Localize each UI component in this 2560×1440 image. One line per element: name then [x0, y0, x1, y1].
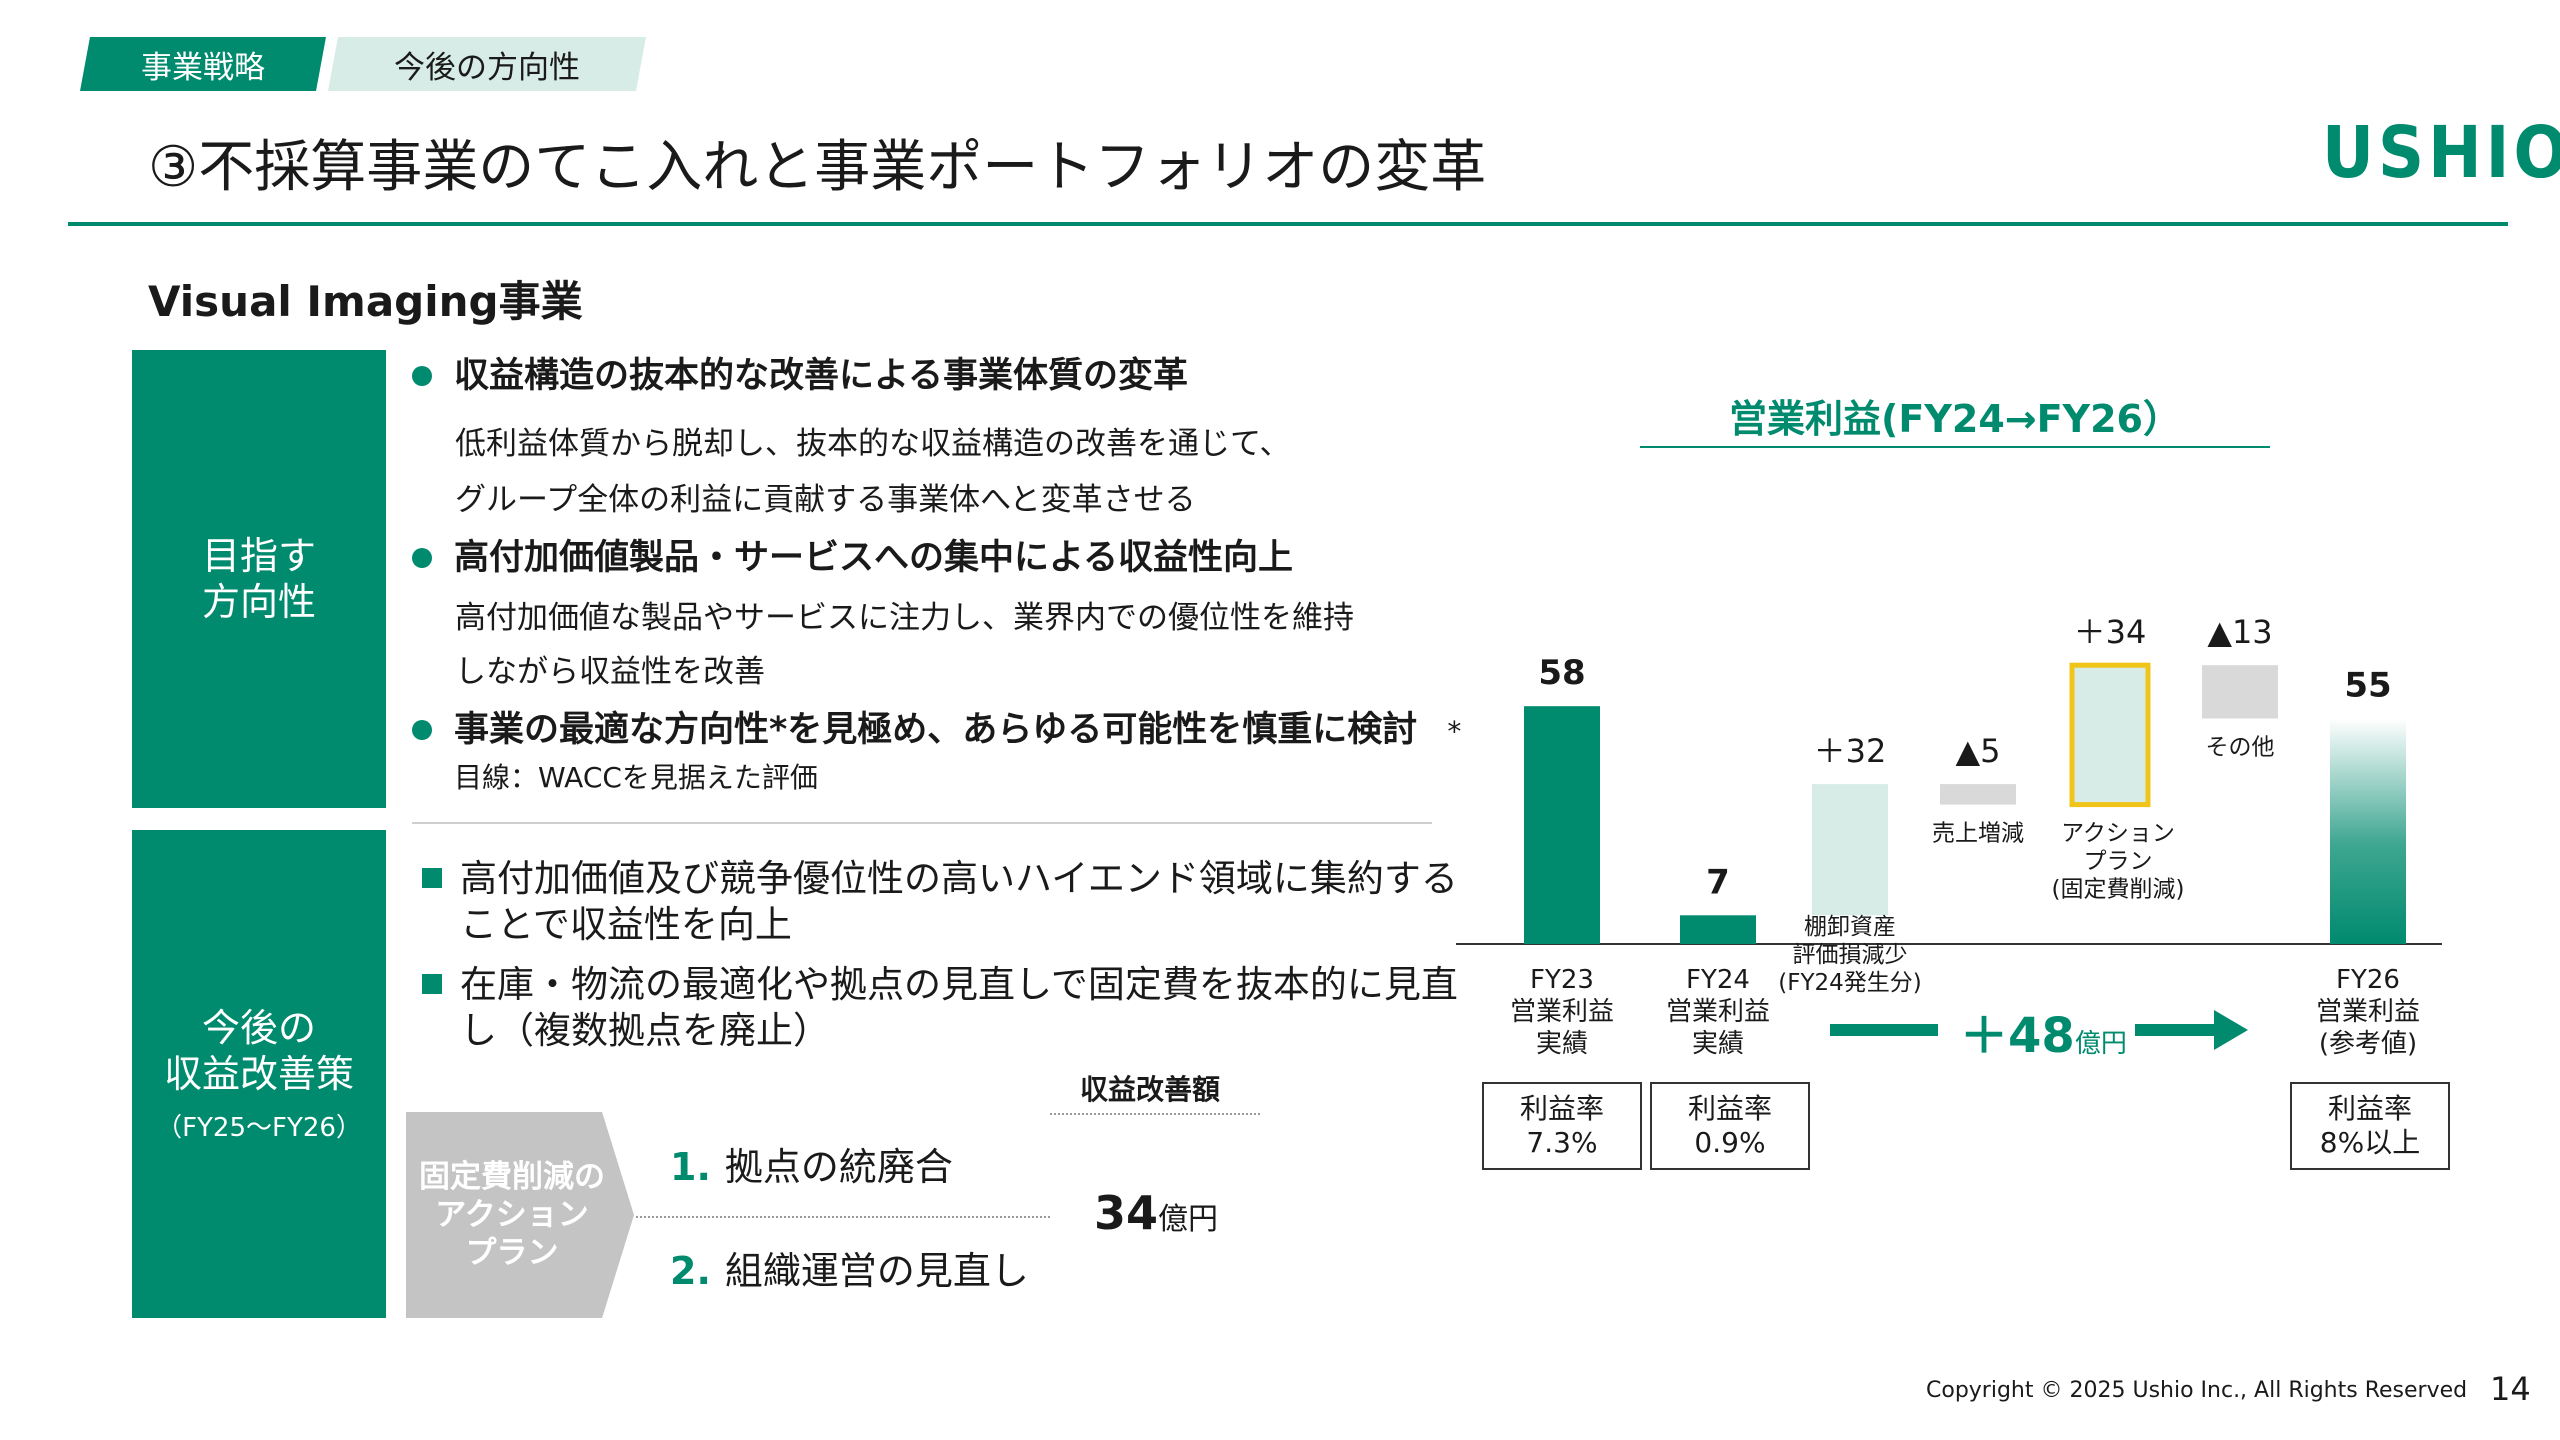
- section-title: Visual Imaging事業: [148, 277, 583, 326]
- category-label-fy23: 実績: [1536, 1029, 1588, 1059]
- margin-label: 利益率: [1687, 1092, 1772, 1125]
- measures-label: 今後の 収益改善策: [163, 1005, 354, 1096]
- bullet-note: *目線：WACCを見据えた評価: [454, 715, 1462, 794]
- category-label-fy24: FY24: [1686, 965, 1750, 995]
- bullet-dot-icon: [412, 548, 432, 568]
- ushio-logo: USHIO: [2322, 112, 2560, 195]
- increase-label: ＋48億円: [1960, 996, 2127, 1066]
- direction-label-box: 目指す 方向性: [132, 350, 386, 808]
- bullet-body-line: 低利益体質から脱却し、抜本的な収益構造の改善を通じて、: [455, 426, 1291, 462]
- bullet-heading: 収益構造の抜本的な改善による事業体質の変革: [454, 356, 1188, 396]
- bar-action: [2069, 662, 2151, 808]
- chart-title: 営業利益(FY24→FY26）: [1729, 397, 2181, 441]
- bullet-heading: 高付加価値製品・サービスへの集中による収益性向上: [454, 538, 1293, 578]
- category-label-action: プラン: [2084, 849, 2153, 875]
- improvement-divider: [1050, 1113, 1260, 1115]
- data-label-inventory: ＋32: [1814, 732, 1887, 770]
- measures-period: （FY25～FY26）: [156, 1112, 362, 1143]
- category-label-fy26: (参考値): [2319, 1029, 2417, 1059]
- increase-arrow-line: [2135, 1024, 2215, 1036]
- category-label-action: (固定費削減): [2052, 877, 2185, 903]
- action-text: 拠点の統廃合: [724, 1145, 953, 1189]
- direction-bullet-3: 事業の最適な方向性*を見極め、あらゆる可能性を慎重に検討 *目線：WACCを見据え…: [412, 708, 1474, 800]
- improvement-value: 34: [1094, 1186, 1159, 1240]
- bar-inventory: [1812, 784, 1888, 916]
- chart-title-divider: [1640, 446, 2270, 448]
- data-label-sales: ▲5: [1956, 732, 2001, 770]
- data-label-fy26: 55: [2344, 666, 2391, 706]
- bullet-dot-icon: [412, 720, 432, 740]
- category-label-fy24: 実績: [1692, 1029, 1744, 1059]
- data-label-fy24: 7: [1706, 862, 1730, 902]
- arrow-right-icon: [2214, 1010, 2248, 1050]
- bullet-dot-icon: [412, 366, 432, 386]
- measure-text: 高付加価値及び競争優位性の高いハイエンド領域に集約することで収益性を向上: [460, 857, 1458, 946]
- category-label-fy23: 営業利益: [1510, 997, 1614, 1027]
- category-label-sales: 売上増減: [1932, 821, 2024, 847]
- action-item-1: 1. 拠点の統廃合: [670, 1136, 953, 1191]
- direction-bullet-2: 高付加価値製品・サービスへの集中による収益性向上: [412, 536, 1474, 580]
- bullet-heading: 事業の最適な方向性*を見極め、あらゆる可能性を慎重に検討 *目線：WACCを見据え…: [454, 708, 1474, 800]
- action-divider: [636, 1216, 1050, 1218]
- bar-fy23: [1524, 706, 1600, 944]
- action-plan-label: 固定費削減の アクション プラン: [419, 1159, 605, 1271]
- margin-box-fy23: 利益率 7.3%: [1482, 1082, 1642, 1170]
- category-label-inventory: (FY24発生分): [1778, 970, 1922, 996]
- margin-value: 8%以上: [2319, 1126, 2421, 1159]
- margin-label: 利益率: [1519, 1092, 1604, 1125]
- action-item-2: 2. 組織運営の見直し: [670, 1240, 1029, 1295]
- bar-other: [2202, 665, 2278, 719]
- copyright: Copyright © 2025 Ushio Inc., All Rights …: [1926, 1378, 2468, 1403]
- measures-label-box: 今後の 収益改善策 （FY25～FY26）: [132, 830, 386, 1318]
- action-text: 組織運営の見直し: [724, 1249, 1029, 1293]
- improvement-unit: 億円: [1158, 1202, 1219, 1237]
- margin-box-fy24: 利益率 0.9%: [1650, 1082, 1810, 1170]
- data-label-other: ▲13: [2207, 613, 2272, 651]
- bar-fy24: [1680, 915, 1756, 944]
- margin-value: 7.3%: [1526, 1126, 1598, 1159]
- measure-item-2: 在庫・物流の最適化や拠点の見直しで固定費を抜本的に見直し（複数拠点を廃止）: [422, 962, 1470, 1054]
- data-label-fy23: 58: [1538, 653, 1585, 693]
- tab-business-strategy: 事業戦略: [80, 37, 326, 91]
- bullet-heading-text: 事業の最適な方向性*を見極め、あらゆる可能性を慎重に検討: [454, 710, 1418, 750]
- square-bullet-icon: [422, 974, 442, 994]
- measure-text: 在庫・物流の最適化や拠点の見直しで固定費を抜本的に見直し（複数拠点を廃止）: [460, 963, 1458, 1052]
- improvement-label: 収益改善額: [1080, 1073, 1221, 1106]
- improvement-amount: 34億円: [1094, 1186, 1218, 1240]
- margin-box-fy26: 利益率 8%以上: [2290, 1082, 2450, 1170]
- category-label-fy26: 営業利益: [2316, 997, 2420, 1027]
- category-label-action: アクション: [2061, 821, 2175, 847]
- direction-bullet-1: 収益構造の抜本的な改善による事業体質の変革: [412, 354, 1474, 398]
- bar-sales: [1940, 784, 2016, 805]
- category-label-fy23: FY23: [1530, 965, 1594, 995]
- action-number: 1.: [670, 1145, 711, 1189]
- bullet-body-line: 高付加価値な製品やサービスに注力し、業界内での優位性を維持: [455, 600, 1354, 636]
- measure-item-1: 高付加価値及び競争優位性の高いハイエンド領域に集約することで収益性を向上: [422, 856, 1470, 948]
- data-label-action: ＋34: [2074, 613, 2147, 651]
- bullet-body-line: しながら収益性を改善: [455, 654, 765, 690]
- category-label-inventory: 評価損減少: [1793, 942, 1908, 968]
- category-label-inventory: 棚卸資産: [1804, 914, 1896, 940]
- increase-arrow-line: [1830, 1024, 1938, 1036]
- category-label-other: その他: [2206, 735, 2275, 761]
- action-plan-arrow: 固定費削減の アクション プラン: [406, 1112, 634, 1318]
- bullet-body-line: グループ全体の利益に貢献する事業体へと変革させる: [455, 482, 1196, 518]
- square-bullet-icon: [422, 868, 442, 888]
- title-divider: [68, 222, 2508, 226]
- page-title: ③不採算事業のてこ入れと事業ポートフォリオの変革: [148, 135, 1487, 200]
- section-divider: [412, 822, 1432, 824]
- category-label-fy26: FY26: [2336, 965, 2400, 995]
- margin-value: 0.9%: [1694, 1126, 1766, 1159]
- category-label-fy24: 営業利益: [1666, 997, 1770, 1027]
- direction-label: 目指す 方向性: [201, 534, 316, 624]
- tab-future-direction: 今後の方向性: [328, 37, 646, 91]
- increase-unit: 億円: [2074, 1029, 2127, 1059]
- bar-fy26: [2330, 718, 2406, 944]
- increase-value: ＋48: [1960, 1008, 2075, 1064]
- margin-label: 利益率: [2327, 1092, 2412, 1125]
- action-number: 2.: [670, 1249, 711, 1293]
- page-number: 14: [2490, 1370, 2531, 1408]
